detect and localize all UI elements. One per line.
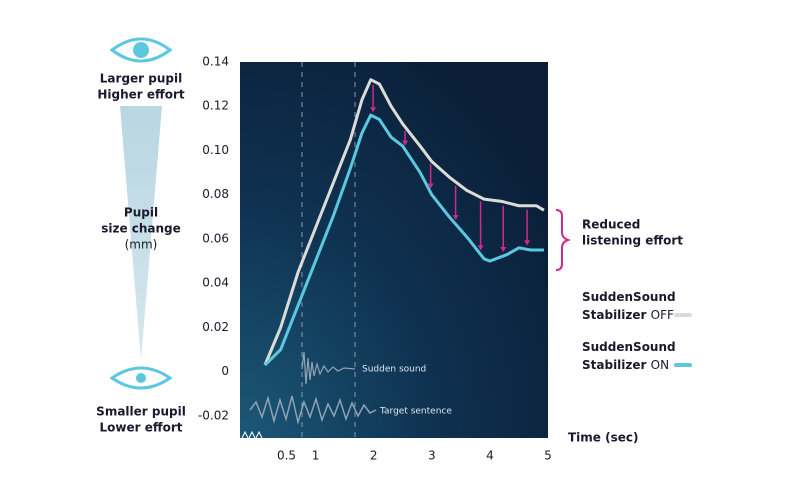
event-label: Sudden sound: [362, 365, 426, 375]
scale-label: Smaller pupil: [96, 405, 186, 419]
event-label: Target sentence: [379, 407, 452, 417]
x-tick-label: 4: [486, 449, 494, 463]
x-tick-label: 3: [428, 449, 436, 463]
arrow-head: [427, 183, 434, 189]
scale-label: size change: [101, 222, 181, 236]
eye-icon: [109, 37, 173, 63]
arrow-head: [524, 240, 531, 246]
series-line: [263, 113, 544, 367]
y-tick-label: 0.12: [202, 99, 229, 113]
y-tick-label: 0.06: [202, 231, 229, 245]
arrow-head: [477, 245, 484, 251]
x-tick-label: 0.5: [277, 449, 296, 463]
scale-label: Higher effort: [97, 88, 185, 102]
arrow-head: [370, 107, 377, 113]
decor-ticks: [241, 430, 263, 439]
legend-label: SuddenSound Stabilizer ON: [582, 340, 676, 372]
scale-label: Larger pupil: [100, 72, 182, 86]
y-tick-label: -0.02: [198, 408, 229, 422]
plot-area: [240, 62, 548, 438]
x-tick-label: 1: [312, 449, 320, 463]
series-line: [263, 78, 545, 366]
legend-state: ON: [651, 358, 669, 372]
legend-line: SuddenSound: [582, 290, 676, 304]
annotation: listening effort: [582, 234, 683, 248]
reduction-arrow: [500, 205, 507, 252]
waveform: [301, 351, 356, 385]
legend-line: Stabilizer: [582, 308, 651, 322]
legend-line: Stabilizer: [582, 358, 651, 372]
legend-label: SuddenSound Stabilizer OFF: [582, 290, 676, 322]
reduction-arrow: [402, 130, 409, 146]
y-tick-label: 0.08: [202, 187, 229, 201]
x-axis-label: Time (sec): [568, 431, 638, 445]
eye-icon: [109, 366, 173, 390]
reduction-arrow: [477, 201, 484, 251]
reduction-arrow: [370, 84, 377, 113]
reduction-arrow: [452, 185, 459, 221]
scale-label: Pupil: [124, 206, 158, 220]
effort-triangle: [120, 106, 162, 360]
y-tick-label: 0.02: [202, 320, 229, 334]
x-tick-label: 2: [370, 449, 378, 463]
annotation: Reduced: [582, 218, 640, 232]
reduction-arrow: [427, 163, 434, 189]
y-tick-label: 0.04: [202, 276, 229, 290]
y-tick-label: 0: [221, 364, 229, 378]
x-tick-label: 5: [544, 449, 552, 463]
y-tick-label: 0.14: [202, 55, 229, 69]
arrow-head: [452, 215, 459, 221]
scale-label: Lower effort: [100, 421, 183, 435]
waveform: [249, 395, 377, 425]
scale-label: (mm): [125, 238, 158, 252]
arrow-head: [402, 140, 409, 146]
arrow-head: [500, 246, 507, 252]
brace: [555, 209, 572, 271]
legend-state: OFF: [651, 308, 674, 322]
y-tick-label: 0.10: [202, 143, 229, 157]
reduction-arrow: [524, 209, 531, 246]
legend-line: SuddenSound: [582, 340, 676, 354]
